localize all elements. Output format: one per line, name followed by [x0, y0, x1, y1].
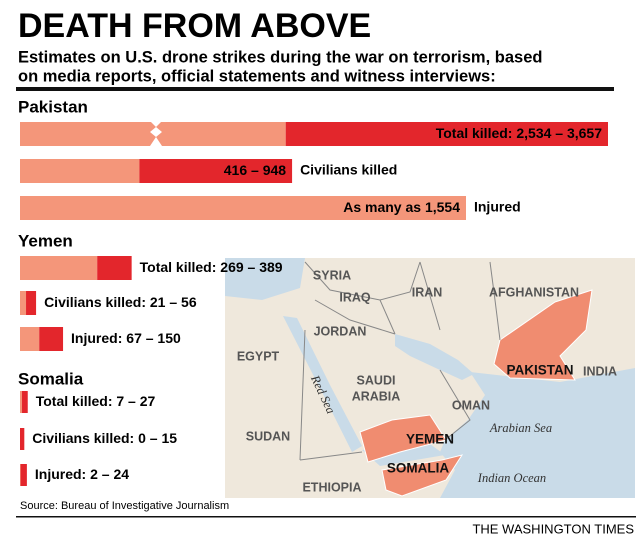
bar-label: Civilians killed: 21 – 56	[44, 294, 197, 310]
bar-range	[139, 159, 293, 183]
axis-break	[150, 121, 162, 146]
bar-low	[20, 391, 23, 413]
credit: THE WASHINGTON TIMES	[472, 521, 634, 536]
subtitle: on media reports, official statements an…	[18, 67, 496, 85]
bar-label: Civilians killed: 0 – 15	[32, 430, 177, 446]
map-somalia	[381, 454, 464, 497]
map-label: SUDAN	[246, 429, 290, 443]
bar-range	[285, 122, 608, 146]
bar-range	[20, 428, 25, 450]
rule	[16, 516, 636, 518]
map-red-sea	[283, 316, 362, 452]
rule	[16, 87, 614, 91]
map-label: INDIA	[583, 364, 617, 378]
map-label: SOMALIA	[387, 461, 449, 476]
map-arabian-sea	[440, 368, 635, 498]
value-label: 416 – 948	[224, 162, 286, 178]
map-label: AFGHANISTAN	[489, 285, 579, 299]
bar-low	[20, 291, 27, 315]
category-label: Injured	[474, 199, 521, 215]
category-label: Civilians killed:	[44, 294, 146, 310]
category-label: Total killed:	[436, 125, 513, 141]
source: Source: Bureau of Investigative Journali…	[20, 500, 229, 512]
bar-label: Injured: 67 – 150	[71, 330, 181, 346]
map-label: Indian Ocean	[477, 471, 546, 485]
bar-label: As many as 1,554	[343, 199, 460, 215]
value-label: 21 – 56	[150, 294, 197, 310]
bar-label: Total killed: 2,534 – 3,657	[436, 125, 602, 141]
map-label: SAUDI	[357, 373, 396, 387]
category-label: Injured:	[35, 466, 86, 482]
category-label: Injured:	[71, 330, 122, 346]
map-label: SYRIA	[313, 268, 351, 282]
bar-low	[20, 256, 98, 280]
value-label: 269 – 389	[220, 259, 282, 275]
bar-low	[20, 464, 21, 486]
map-gulf	[395, 334, 474, 380]
map-label: ARABIA	[352, 389, 401, 403]
value-label: 67 – 150	[126, 330, 181, 346]
category-label: Civilians killed:	[32, 430, 134, 446]
bar-range	[97, 256, 132, 280]
bar-label: Total killed: 7 – 27	[36, 393, 156, 409]
map-label: YEMEN	[406, 432, 454, 447]
section-title: Somalia	[18, 369, 84, 388]
map-label: PAKISTAN	[507, 363, 574, 378]
bar-low	[20, 327, 40, 351]
title: DEATH FROM ABOVE	[18, 7, 371, 45]
map-label: OMAN	[452, 398, 490, 412]
bar-label: Injured: 2 – 24	[35, 466, 129, 482]
bar-range	[39, 327, 64, 351]
bar-range	[20, 464, 27, 486]
map-yemen	[359, 414, 447, 463]
map-label: ETHIOPIA	[302, 480, 361, 494]
section-title: Pakistan	[18, 97, 88, 116]
map-label: JORDAN	[314, 324, 367, 338]
value-label: 0 – 15	[138, 430, 177, 446]
value-label: As many as 1,554	[343, 199, 460, 215]
value-label: 7 – 27	[116, 393, 155, 409]
map-sea	[225, 258, 305, 300]
bar-label: Total killed: 269 – 389	[140, 259, 283, 275]
value-label: 2,534 – 3,657	[516, 125, 602, 141]
map-borders	[299, 261, 501, 461]
value-label: 2 – 24	[90, 466, 129, 482]
bar-range	[26, 291, 37, 315]
category-label: Civilians killed	[300, 162, 397, 178]
map-pakistan	[493, 289, 593, 381]
section-title: Yemen	[18, 231, 73, 250]
bar-low	[20, 159, 140, 183]
map-label: IRAQ	[339, 290, 371, 304]
subtitle: Estimates on U.S. drone strikes during t…	[18, 48, 542, 66]
category-label: Total killed:	[36, 393, 113, 409]
bar-range	[22, 391, 28, 413]
map-label: Arabian Sea	[489, 421, 552, 435]
map-label: EGYPT	[237, 349, 280, 363]
category-label: Total killed:	[140, 259, 217, 275]
map-label: IRAN	[412, 285, 443, 299]
bar-low	[20, 196, 466, 220]
bar-label: 416 – 948	[224, 162, 286, 178]
